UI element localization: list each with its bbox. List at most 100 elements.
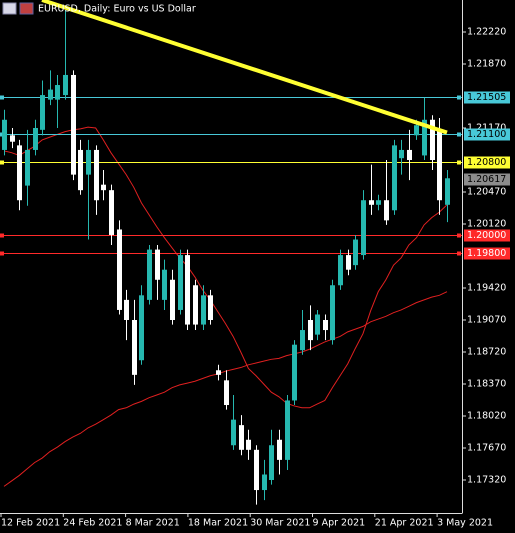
level-handle: [457, 251, 461, 256]
candle-body: [78, 149, 83, 191]
y-tick-label: 1.20470: [467, 186, 506, 197]
candle-body: [201, 295, 206, 325]
candle-body: [392, 145, 397, 211]
candle-body: [445, 178, 450, 205]
candle-body: [308, 319, 313, 341]
x-tick-label: 30 Mar 2021: [250, 518, 310, 529]
candle-body: [117, 229, 122, 310]
y-tick-label: 1.19420: [467, 282, 506, 293]
candle-body: [17, 145, 22, 201]
level-handle: [457, 95, 461, 100]
candle-body: [239, 425, 244, 450]
candle-body: [63, 74, 68, 96]
candle-body: [2, 119, 7, 150]
x-tick-label: 3 May 2021: [437, 518, 493, 529]
candle-body: [147, 249, 152, 300]
candle-body: [139, 295, 144, 361]
level-handle: [457, 233, 461, 238]
y-tick-label: 1.18370: [467, 378, 506, 389]
x-tick-label: 9 Apr 2021: [313, 518, 366, 529]
candle-body: [224, 380, 229, 406]
candle-body: [132, 319, 137, 375]
candle-body: [285, 400, 290, 460]
candle-body: [399, 149, 404, 159]
level-label-box: [464, 247, 510, 260]
candle-body: [71, 74, 76, 175]
chart-title: EURUSD, Daily: Euro vs US Dollar: [38, 4, 196, 15]
candle-body: [346, 255, 351, 270]
candle-body: [338, 255, 343, 286]
x-tick-label: 21 Apr 2021: [375, 518, 434, 529]
x-tick-label: 24 Feb 2021: [63, 518, 122, 529]
level-label: 1.20000: [467, 230, 506, 241]
y-tick-label: 1.21870: [467, 58, 506, 69]
candle-body: [384, 200, 389, 221]
candle-body: [361, 200, 366, 256]
y-tick-label: 1.18720: [467, 346, 506, 357]
candle-body: [155, 249, 160, 280]
candle-body: [124, 299, 129, 320]
candle-body: [376, 200, 381, 205]
symbol-icon[interactable]: [19, 2, 34, 15]
level-label-box: [464, 91, 510, 104]
level-label-box: [464, 229, 510, 242]
candle-body: [55, 85, 60, 100]
level-handle: [0, 251, 4, 256]
candle-body: [407, 149, 412, 160]
candle-body: [193, 285, 198, 325]
level-handle: [457, 160, 461, 165]
level-handle: [0, 233, 4, 238]
level-handle: [0, 160, 4, 165]
x-tick-label: 12 Feb 2021: [1, 518, 60, 529]
candle-body: [178, 255, 183, 310]
axes: 1.22220 1.21870 1.21170 1.20470 1.20120 1.194…: [0, 26, 510, 529]
level-label: 1.21100: [467, 129, 506, 140]
level-label-box: [464, 173, 510, 186]
level-handle: [0, 95, 4, 100]
candle-body: [246, 439, 251, 450]
candle-body: [33, 127, 38, 150]
menu-icon[interactable]: [2, 2, 17, 15]
candle-body: [25, 149, 30, 186]
candle-body: [300, 330, 305, 351]
x-tick-label: 8 Mar 2021: [126, 518, 180, 529]
x-tick-label: 18 Mar 2021: [188, 518, 248, 529]
candle-body: [208, 295, 213, 320]
level-label: 1.20617: [467, 174, 506, 185]
candle-body: [101, 184, 106, 191]
level-label-box: [464, 128, 510, 141]
candle-body: [94, 149, 99, 201]
candle-body: [330, 285, 335, 341]
candle-body: [353, 239, 358, 266]
candle-body: [414, 125, 419, 136]
moving-average: [3, 291, 448, 487]
candle-body: [422, 119, 427, 156]
candle-body: [162, 269, 167, 300]
y-tick-label: 1.22220: [467, 26, 506, 37]
candle-body: [48, 89, 53, 100]
candle-body: [254, 449, 259, 491]
level-label: 1.20800: [467, 157, 506, 168]
candle-body: [40, 95, 45, 130]
candle-body: [277, 439, 282, 460]
candle-body: [323, 319, 328, 331]
level-handle: [457, 132, 461, 137]
moving-average: [3, 126, 448, 409]
y-tick-label: 1.18020: [467, 410, 506, 421]
candle-body: [86, 149, 91, 175]
candle-body: [430, 119, 435, 160]
candle-body: [109, 190, 114, 235]
plot-area: [0, 0, 462, 505]
candle-body: [170, 279, 175, 320]
candle-body: [185, 255, 190, 325]
y-tick-label: 1.17670: [467, 442, 506, 453]
trendline: [41, 0, 448, 135]
candle-body: [292, 344, 297, 401]
candle-body: [315, 314, 320, 335]
candle-body: [269, 445, 274, 480]
y-tick-label: 1.20120: [467, 218, 506, 229]
candle-body: [262, 474, 267, 491]
y-tick-label: 1.21170: [467, 122, 506, 133]
